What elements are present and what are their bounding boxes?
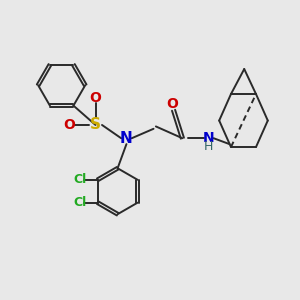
Text: N: N [120, 131, 133, 146]
Text: O: O [90, 92, 101, 106]
Text: S: S [90, 118, 101, 133]
Text: H: H [204, 140, 214, 153]
Text: N: N [203, 131, 215, 145]
Text: O: O [166, 98, 178, 111]
Text: O: O [63, 118, 75, 132]
Text: Cl: Cl [74, 173, 87, 186]
Text: Cl: Cl [74, 196, 87, 209]
